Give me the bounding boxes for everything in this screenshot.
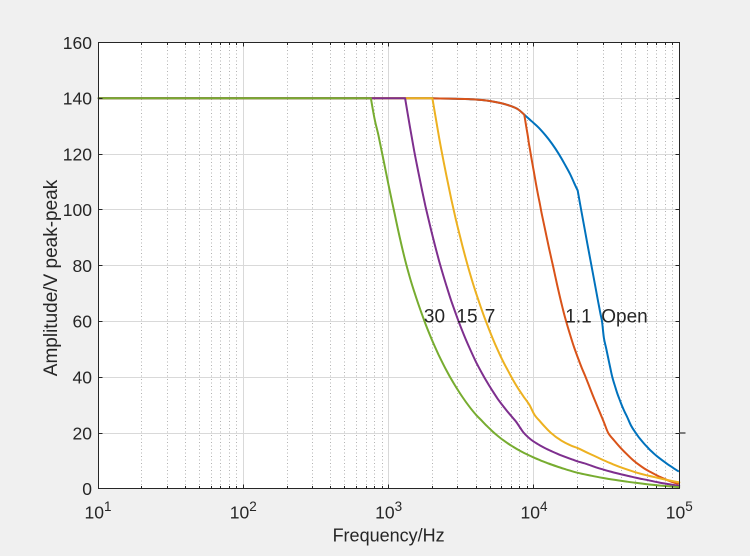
svg-text:Amplitude/V peak-peak: Amplitude/V peak-peak [41, 179, 62, 376]
svg-text:30: 30 [424, 306, 445, 327]
svg-text:1.1: 1.1 [565, 306, 591, 327]
svg-text:160: 160 [63, 33, 92, 53]
svg-text:Open: Open [601, 306, 647, 327]
svg-text:100: 100 [63, 200, 92, 220]
svg-text:80: 80 [73, 256, 93, 276]
svg-text:140: 140 [63, 89, 92, 109]
svg-text:40: 40 [73, 368, 93, 388]
svg-text:Frequency/Hz: Frequency/Hz [333, 526, 445, 546]
svg-text:20: 20 [73, 423, 93, 443]
svg-text:15: 15 [456, 306, 477, 327]
svg-text:7: 7 [485, 306, 496, 327]
svg-text:60: 60 [73, 312, 93, 332]
svg-text:0: 0 [82, 479, 92, 499]
svg-text:120: 120 [63, 144, 92, 164]
